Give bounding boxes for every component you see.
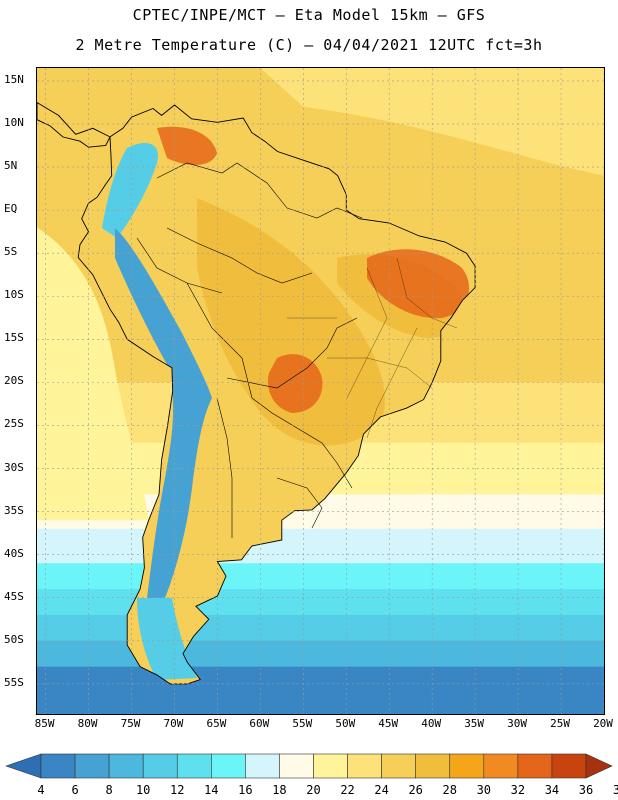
longitude-label: 65W: [206, 717, 227, 730]
latitude-label: 50S: [4, 632, 24, 646]
latitude-label: 20S: [4, 374, 24, 388]
legend-swatch: [551, 753, 587, 779]
legend-label: 22: [340, 783, 355, 797]
legend-label: 16: [238, 783, 253, 797]
longitude-label: 80W: [77, 717, 98, 730]
longitude-label: 25W: [550, 717, 570, 730]
legend-label: 34: [544, 783, 560, 797]
longitude-label: 20W: [593, 717, 613, 730]
ocean-temperature-band: [37, 666, 604, 714]
ocean-temperature-band: [37, 563, 604, 590]
ocean-temperature-band: [37, 614, 604, 642]
latitude-label: 40S: [4, 546, 24, 560]
legend-swatch: [74, 753, 110, 779]
longitude-label: 70W: [163, 717, 184, 730]
legend-label: 10: [135, 783, 151, 797]
legend-swatch: [279, 753, 314, 779]
longitude-label: 75W: [120, 717, 141, 730]
legend-label: 32: [510, 783, 526, 797]
legend-label: 18: [272, 783, 287, 797]
legend-swatch: [347, 753, 382, 779]
latitude-label: 10S: [4, 288, 24, 302]
legend-label: 36: [578, 783, 594, 797]
legend-label: 38: [612, 783, 618, 797]
legend-label: 28: [442, 783, 457, 797]
longitude-label: 30W: [507, 717, 528, 730]
longitude-label: 35W: [464, 717, 485, 730]
map-title-line1: CPTEC/INPE/MCT – Eta Model 15km – GFS: [132, 6, 486, 24]
latitude-label: 5N: [4, 159, 18, 173]
legend-swatch: [483, 753, 519, 779]
ocean-cool-region: [37, 227, 149, 521]
latitude-label: 25S: [4, 417, 24, 431]
latitude-label: 30S: [4, 460, 24, 474]
legend-swatch: [176, 753, 212, 779]
legend-label: 20: [306, 783, 321, 797]
map-frame: [36, 67, 605, 715]
latitude-label: 45S: [4, 589, 24, 603]
legend-swatch: [245, 753, 280, 779]
state-borders: [287, 257, 458, 439]
legend-swatch: [40, 753, 76, 779]
legend-swatch: [313, 753, 348, 779]
legend-swatch: [5, 753, 42, 779]
legend-swatch: [449, 753, 485, 779]
land-temperature-field: [37, 101, 476, 685]
legend-swatch: [381, 753, 416, 779]
legend-label: 4: [37, 783, 45, 797]
ocean-temperature-band: [37, 528, 604, 564]
legend-swatch: [415, 753, 451, 779]
legend-label: 26: [408, 783, 423, 797]
longitude-label: 60W: [249, 717, 270, 730]
legend-label: 6: [71, 783, 79, 797]
legend-label: 24: [374, 783, 389, 797]
longitude-label: 40W: [421, 717, 442, 730]
legend-swatch: [585, 753, 613, 779]
color-legend: [5, 753, 613, 779]
legend-swatch: [517, 753, 553, 779]
longitude-label: 50W: [335, 717, 356, 730]
ocean-temperature-band: [37, 589, 604, 616]
map-title-line2: 2 Metre Temperature (C) – 04/04/2021 12U…: [75, 36, 543, 54]
legend-swatch: [108, 753, 144, 779]
country-borders: [136, 162, 363, 538]
legend-label: 12: [170, 783, 185, 797]
latitude-label: 35S: [4, 503, 24, 517]
latitude-label: 10N: [4, 115, 24, 129]
longitude-label: 55W: [292, 717, 313, 730]
latitude-label: 55S: [4, 675, 24, 689]
longitude-label: 45W: [378, 717, 399, 730]
latitude-label: 5S: [4, 245, 18, 259]
legend-swatch: [211, 753, 246, 779]
ocean-temperature-band: [37, 640, 604, 668]
legend-label: 8: [105, 783, 113, 797]
latitude-label: 15N: [4, 72, 24, 86]
latitude-label: 15S: [4, 331, 24, 345]
temperature-map: [37, 68, 604, 714]
legend-label: 14: [204, 783, 219, 797]
legend-label: 30: [476, 783, 492, 797]
longitude-label: 85W: [34, 717, 55, 730]
legend-swatch: [142, 753, 178, 779]
latitude-label: EQ: [4, 202, 18, 216]
